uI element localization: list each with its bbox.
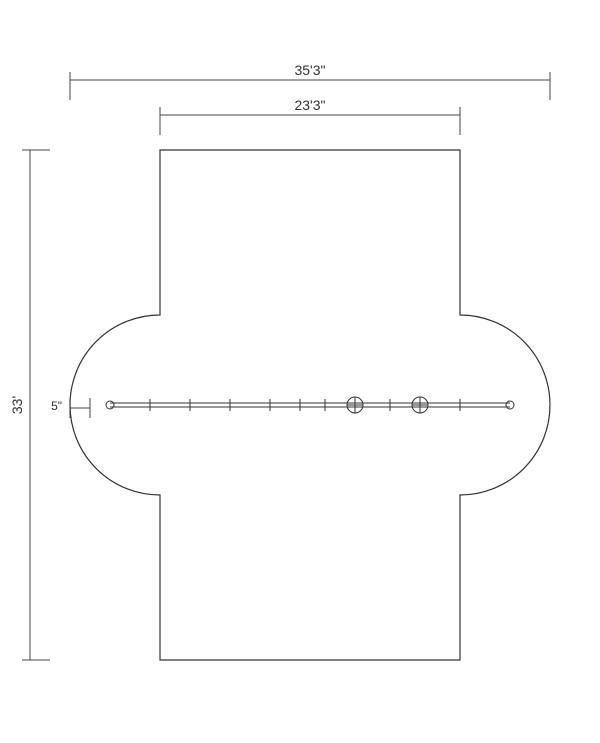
dim-height: 33' xyxy=(9,150,50,660)
footprint-outline xyxy=(70,150,550,660)
ridge-truss xyxy=(106,397,514,413)
dim-overall-width-label: 35'3" xyxy=(294,62,325,78)
dim-inner-width: 23'3" xyxy=(160,97,460,135)
dim-inner-width-label: 23'3" xyxy=(294,97,325,113)
plan-drawing: 35'3" 23'3" 33' 5" xyxy=(0,0,600,743)
dim-height-label: 33' xyxy=(9,396,25,414)
dim-small-label: 5" xyxy=(51,399,62,413)
dim-overall-width: 35'3" xyxy=(70,62,550,100)
